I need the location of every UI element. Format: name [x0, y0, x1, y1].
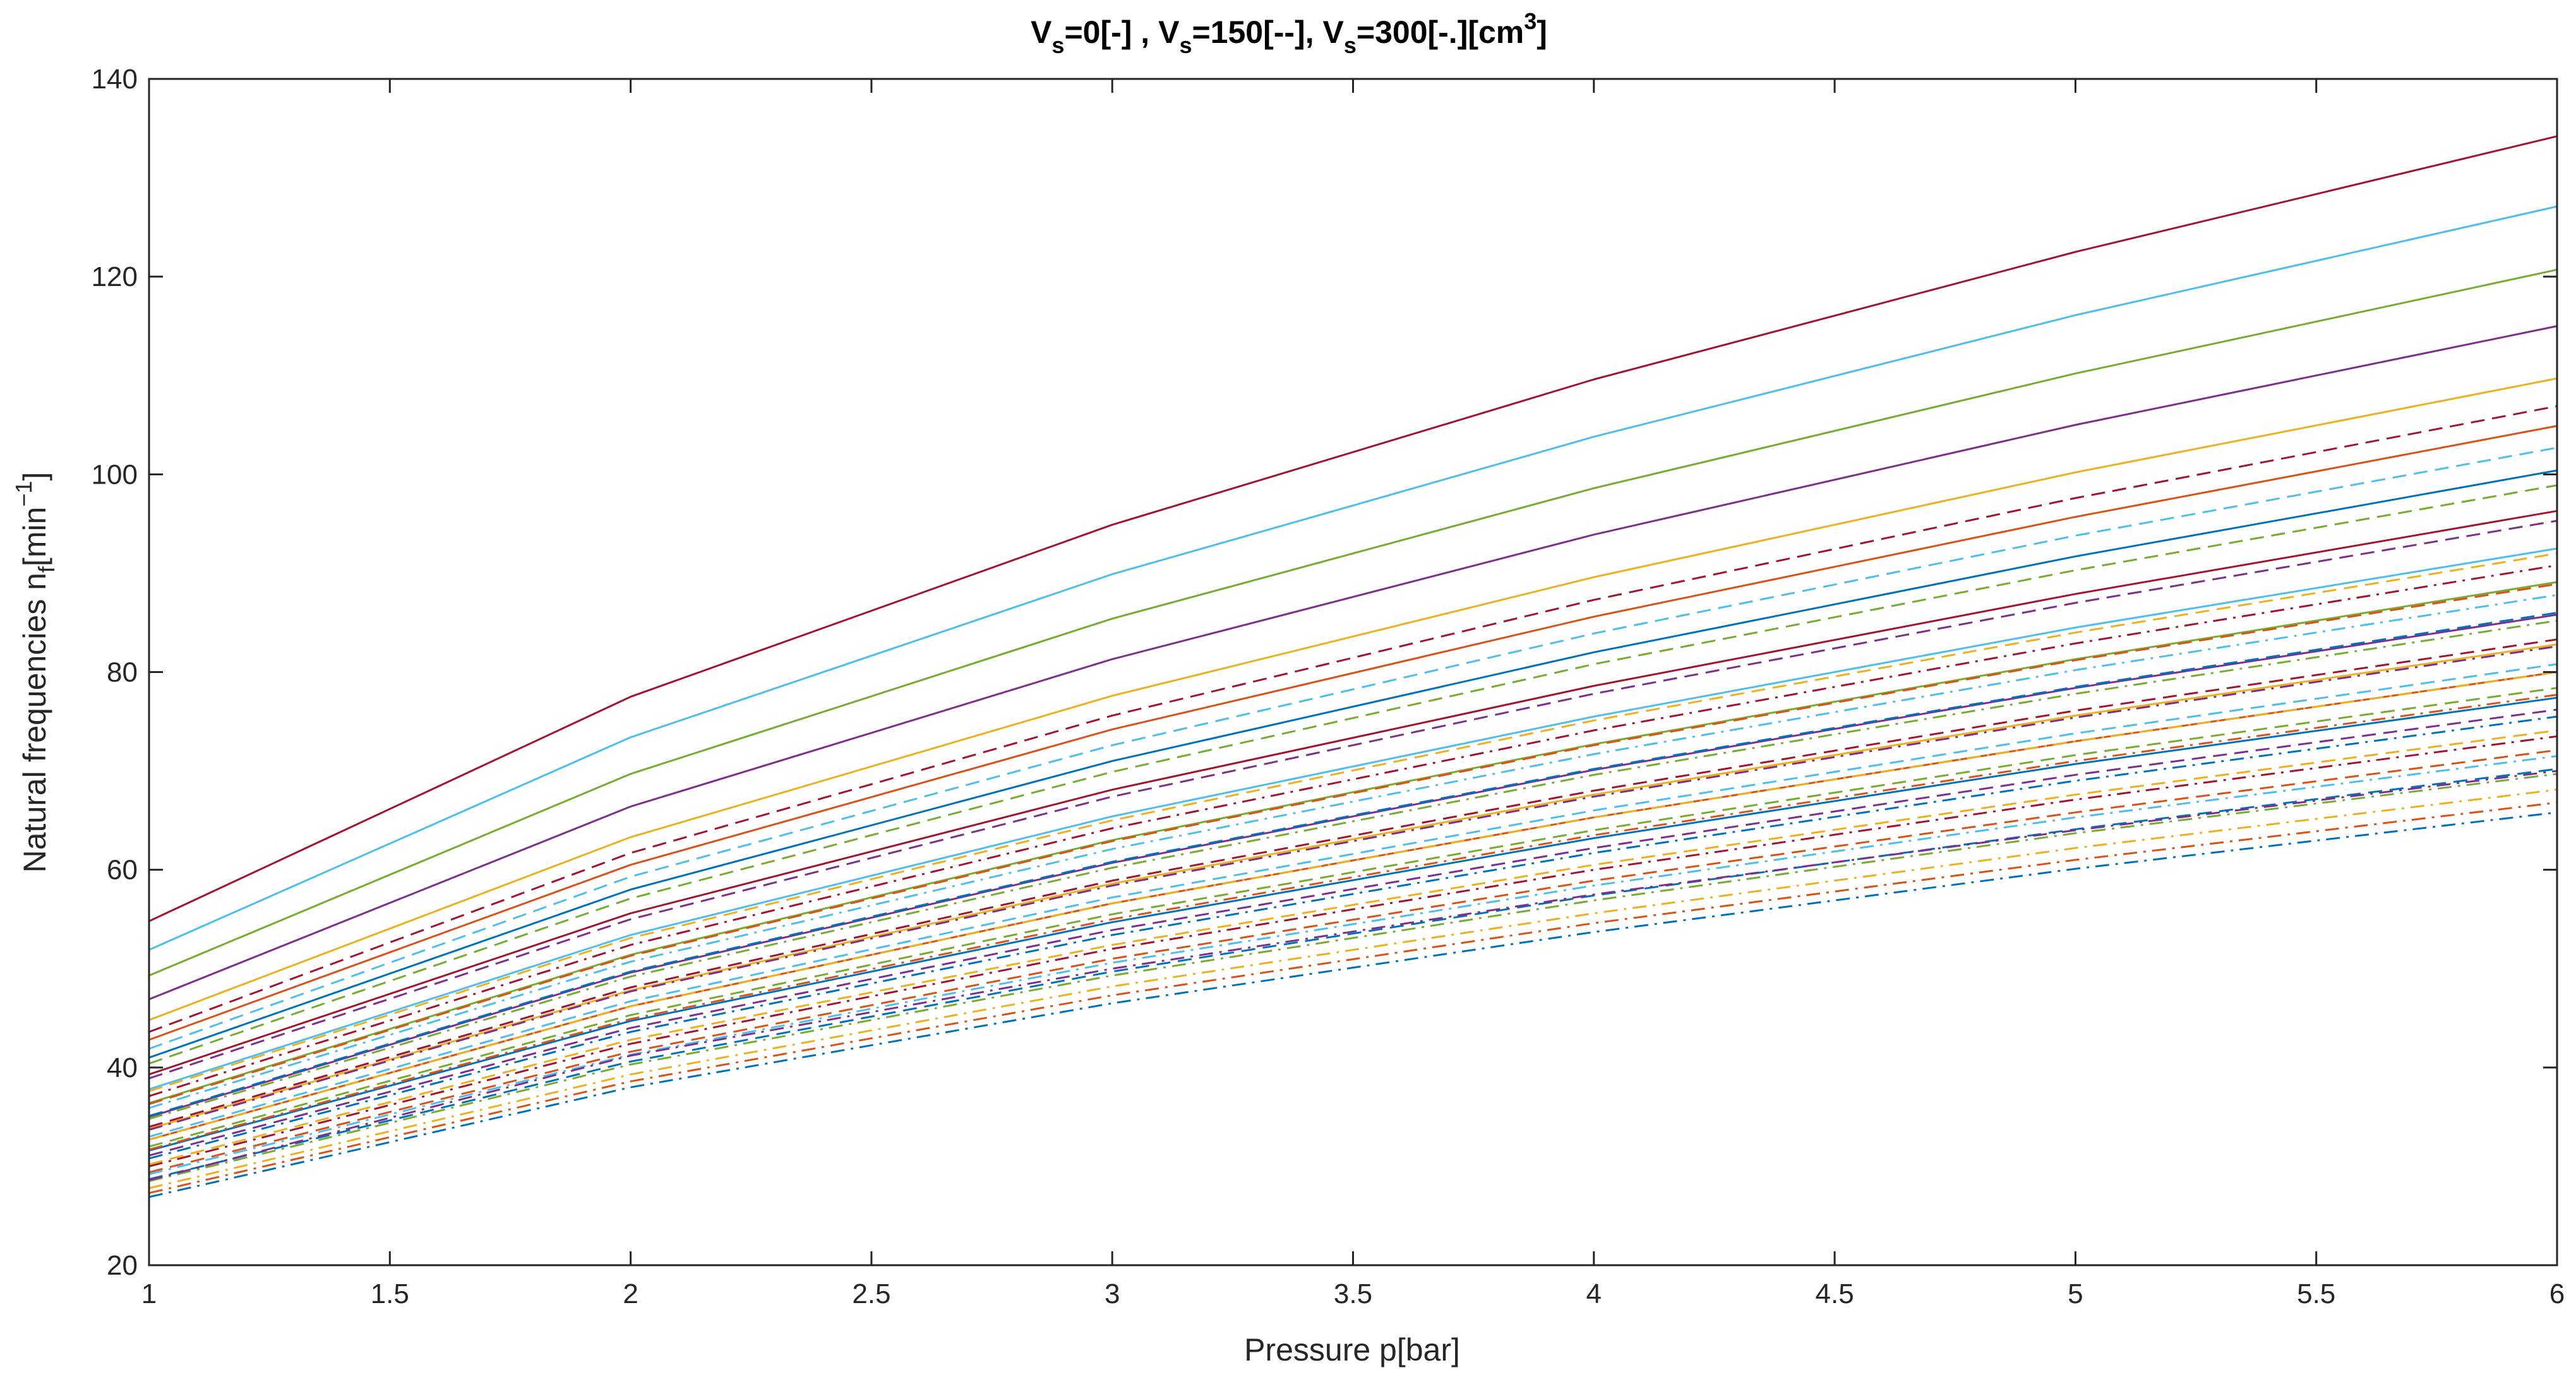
series-line-solid-1	[148, 135, 2558, 922]
series-line-dashed-27	[148, 749, 2558, 1174]
series-line-dashed-28	[148, 768, 2558, 1181]
title-end: ]	[1537, 15, 1547, 50]
title-sub2: s	[1179, 32, 1192, 58]
ylabel-bracket: [min	[17, 507, 52, 566]
x-tick-label: 5.5	[2297, 1278, 2335, 1309]
series-line-dashdot-39	[148, 770, 2558, 1181]
series-line-dashed-18	[148, 520, 2558, 1080]
series-line-solid-11	[148, 614, 2558, 1118]
title-text1: =0[-] ,	[1064, 15, 1158, 50]
series-line-solid-4	[148, 325, 2558, 1001]
series-line-dashed-16	[148, 446, 2558, 1050]
series-line-dashdot-37	[148, 755, 2558, 1176]
series-line-dashdot-32	[148, 645, 2558, 1131]
series-line-solid-7	[148, 469, 2558, 1059]
series-line-solid-5	[148, 377, 2558, 1022]
series-line-dashed-17	[148, 484, 2558, 1065]
title-sub3: s	[1344, 32, 1357, 58]
title-sup: 3	[1524, 8, 1537, 34]
title-sub1: s	[1051, 32, 1064, 58]
series-line-dashdot-33	[148, 671, 2558, 1141]
series-line-dashdot-31	[148, 619, 2558, 1120]
x-tick-label: 2.5	[852, 1278, 890, 1309]
y-tick-label: 20	[107, 1250, 138, 1281]
series-line-dashdot-40	[148, 789, 2558, 1189]
series-line-solid-14	[148, 696, 2558, 1152]
series-line-dashed-19	[148, 552, 2558, 1092]
series-line-dashed-21	[148, 612, 2558, 1117]
x-tick-label: 1.5	[371, 1278, 409, 1309]
series-line-dashdot-35	[148, 715, 2558, 1160]
series-line-dashed-26	[148, 729, 2558, 1165]
series-line-dashdot-41	[148, 801, 2558, 1194]
series-line-dashed-22	[148, 638, 2558, 1128]
x-tick-label: 2	[623, 1278, 638, 1309]
x-tick-label: 5	[2068, 1278, 2083, 1309]
x-tick-label: 1	[141, 1278, 157, 1309]
ylabel-main: Natural frequencies n	[17, 573, 52, 873]
ylabel-end: ]	[17, 472, 52, 481]
x-tick-label: 4.5	[1816, 1278, 1854, 1309]
series-line-solid-6	[148, 425, 2558, 1041]
title-v3: V	[1322, 15, 1344, 50]
x-tick-label: 4	[1586, 1278, 1602, 1309]
y-tick-label: 140	[92, 64, 138, 95]
series-line-solid-12	[148, 643, 2558, 1130]
series-layer	[148, 135, 2558, 1198]
y-tick-label: 120	[92, 261, 138, 292]
x-tick-label: 3	[1105, 1278, 1120, 1309]
y-tick-label: 100	[92, 459, 138, 490]
chart-title: Vs=0[-] , Vs=150[--], Vs=300[-.][cm3]	[1031, 8, 1547, 58]
y-tick-label: 80	[107, 657, 138, 688]
series-line-dashed-20	[148, 583, 2558, 1105]
y-axis-label: Natural frequencies nf[min−1]	[11, 472, 59, 873]
ylabel-sup: −1	[11, 481, 37, 507]
ylabel-sub: f	[33, 566, 59, 573]
x-tick-label: 3.5	[1334, 1278, 1372, 1309]
title-text3: =300[-.][cm	[1357, 15, 1524, 50]
y-tick-label: 60	[107, 855, 138, 886]
series-line-dashed-23	[148, 663, 2558, 1138]
series-line-solid-9	[148, 547, 2558, 1090]
x-axis-label: Pressure p[bar]	[1244, 1332, 1460, 1367]
title-text2: =150[--],	[1192, 15, 1322, 50]
series-line-dashed-24	[148, 687, 2558, 1148]
series-line-dashdot-42	[148, 811, 2558, 1198]
series-line-solid-10	[148, 581, 2558, 1104]
y-tick-label: 40	[107, 1052, 138, 1083]
series-line-dashed-25	[148, 708, 2558, 1157]
series-line-solid-2	[148, 205, 2558, 951]
title-v1: V	[1031, 15, 1052, 50]
series-line-dashdot-38	[148, 773, 2558, 1182]
plot-area	[149, 79, 2557, 1265]
series-line-dashdot-30	[148, 593, 2558, 1109]
series-line-dashdot-36	[148, 735, 2558, 1167]
series-line-solid-3	[148, 268, 2558, 977]
title-v2: V	[1158, 15, 1180, 50]
x-tick-label: 6	[2549, 1278, 2565, 1309]
series-line-dashdot-34	[148, 694, 2558, 1151]
series-line-solid-8	[148, 509, 2558, 1076]
series-line-dashed-15	[148, 405, 2558, 1033]
axes-box	[148, 78, 2558, 1266]
